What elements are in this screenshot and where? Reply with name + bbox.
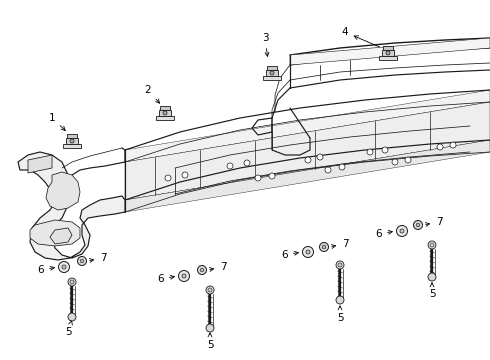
Text: 6: 6	[281, 250, 298, 260]
Polygon shape	[267, 66, 277, 70]
Polygon shape	[159, 110, 171, 116]
Text: 6: 6	[37, 265, 54, 275]
Circle shape	[437, 144, 443, 150]
Text: 5: 5	[65, 321, 73, 337]
Text: 7: 7	[425, 217, 442, 227]
Circle shape	[428, 241, 436, 249]
Circle shape	[405, 157, 411, 163]
Circle shape	[306, 250, 310, 254]
Circle shape	[428, 273, 436, 281]
Circle shape	[200, 268, 204, 272]
Polygon shape	[66, 138, 78, 144]
Circle shape	[255, 175, 261, 181]
Circle shape	[163, 111, 167, 115]
Circle shape	[227, 163, 233, 169]
Circle shape	[336, 261, 344, 269]
Circle shape	[269, 173, 275, 179]
Circle shape	[386, 51, 390, 55]
Text: 2: 2	[145, 85, 160, 103]
Circle shape	[206, 286, 214, 294]
Circle shape	[325, 167, 331, 173]
Text: 7: 7	[209, 262, 227, 272]
Polygon shape	[160, 106, 170, 110]
Circle shape	[319, 243, 328, 252]
Circle shape	[208, 288, 212, 292]
Text: 1: 1	[49, 113, 65, 130]
Polygon shape	[382, 50, 394, 56]
Circle shape	[178, 270, 190, 282]
Circle shape	[182, 274, 186, 278]
Text: 5: 5	[337, 306, 343, 323]
Text: 6: 6	[157, 274, 174, 284]
Polygon shape	[290, 38, 490, 65]
Text: 4: 4	[342, 27, 379, 47]
Circle shape	[68, 278, 76, 286]
Circle shape	[382, 147, 388, 153]
Circle shape	[302, 247, 314, 257]
Circle shape	[414, 220, 422, 230]
Polygon shape	[266, 70, 278, 76]
Text: 6: 6	[375, 229, 392, 239]
Circle shape	[336, 296, 344, 304]
Circle shape	[80, 259, 84, 263]
Text: 7: 7	[331, 239, 348, 249]
Circle shape	[400, 229, 404, 233]
Text: 5: 5	[207, 333, 213, 350]
Circle shape	[77, 256, 87, 266]
Circle shape	[305, 157, 311, 163]
Circle shape	[62, 265, 66, 269]
Circle shape	[206, 324, 214, 332]
Polygon shape	[125, 102, 490, 200]
Text: 3: 3	[262, 33, 269, 56]
Circle shape	[416, 223, 420, 227]
Circle shape	[182, 172, 188, 178]
Circle shape	[244, 160, 250, 166]
Polygon shape	[67, 134, 77, 138]
Polygon shape	[50, 228, 72, 244]
Polygon shape	[18, 152, 125, 260]
Circle shape	[68, 313, 76, 321]
Circle shape	[165, 175, 171, 181]
Circle shape	[450, 142, 456, 148]
Circle shape	[270, 71, 274, 75]
Text: 5: 5	[429, 283, 435, 299]
Polygon shape	[46, 172, 80, 210]
Circle shape	[339, 164, 345, 170]
Polygon shape	[125, 90, 490, 162]
Circle shape	[367, 149, 373, 155]
Circle shape	[58, 261, 70, 273]
Text: 7: 7	[89, 253, 107, 263]
Circle shape	[430, 243, 434, 247]
Polygon shape	[63, 144, 81, 148]
Circle shape	[317, 154, 323, 160]
Circle shape	[392, 159, 398, 165]
Polygon shape	[125, 140, 490, 212]
Circle shape	[396, 225, 408, 237]
Circle shape	[338, 263, 342, 267]
Circle shape	[197, 266, 206, 274]
Polygon shape	[263, 76, 281, 80]
Polygon shape	[383, 46, 393, 50]
Circle shape	[70, 139, 74, 143]
Polygon shape	[30, 220, 80, 246]
Polygon shape	[379, 56, 397, 60]
Circle shape	[322, 245, 326, 249]
Polygon shape	[156, 116, 174, 120]
Polygon shape	[28, 155, 52, 173]
Circle shape	[70, 280, 74, 284]
